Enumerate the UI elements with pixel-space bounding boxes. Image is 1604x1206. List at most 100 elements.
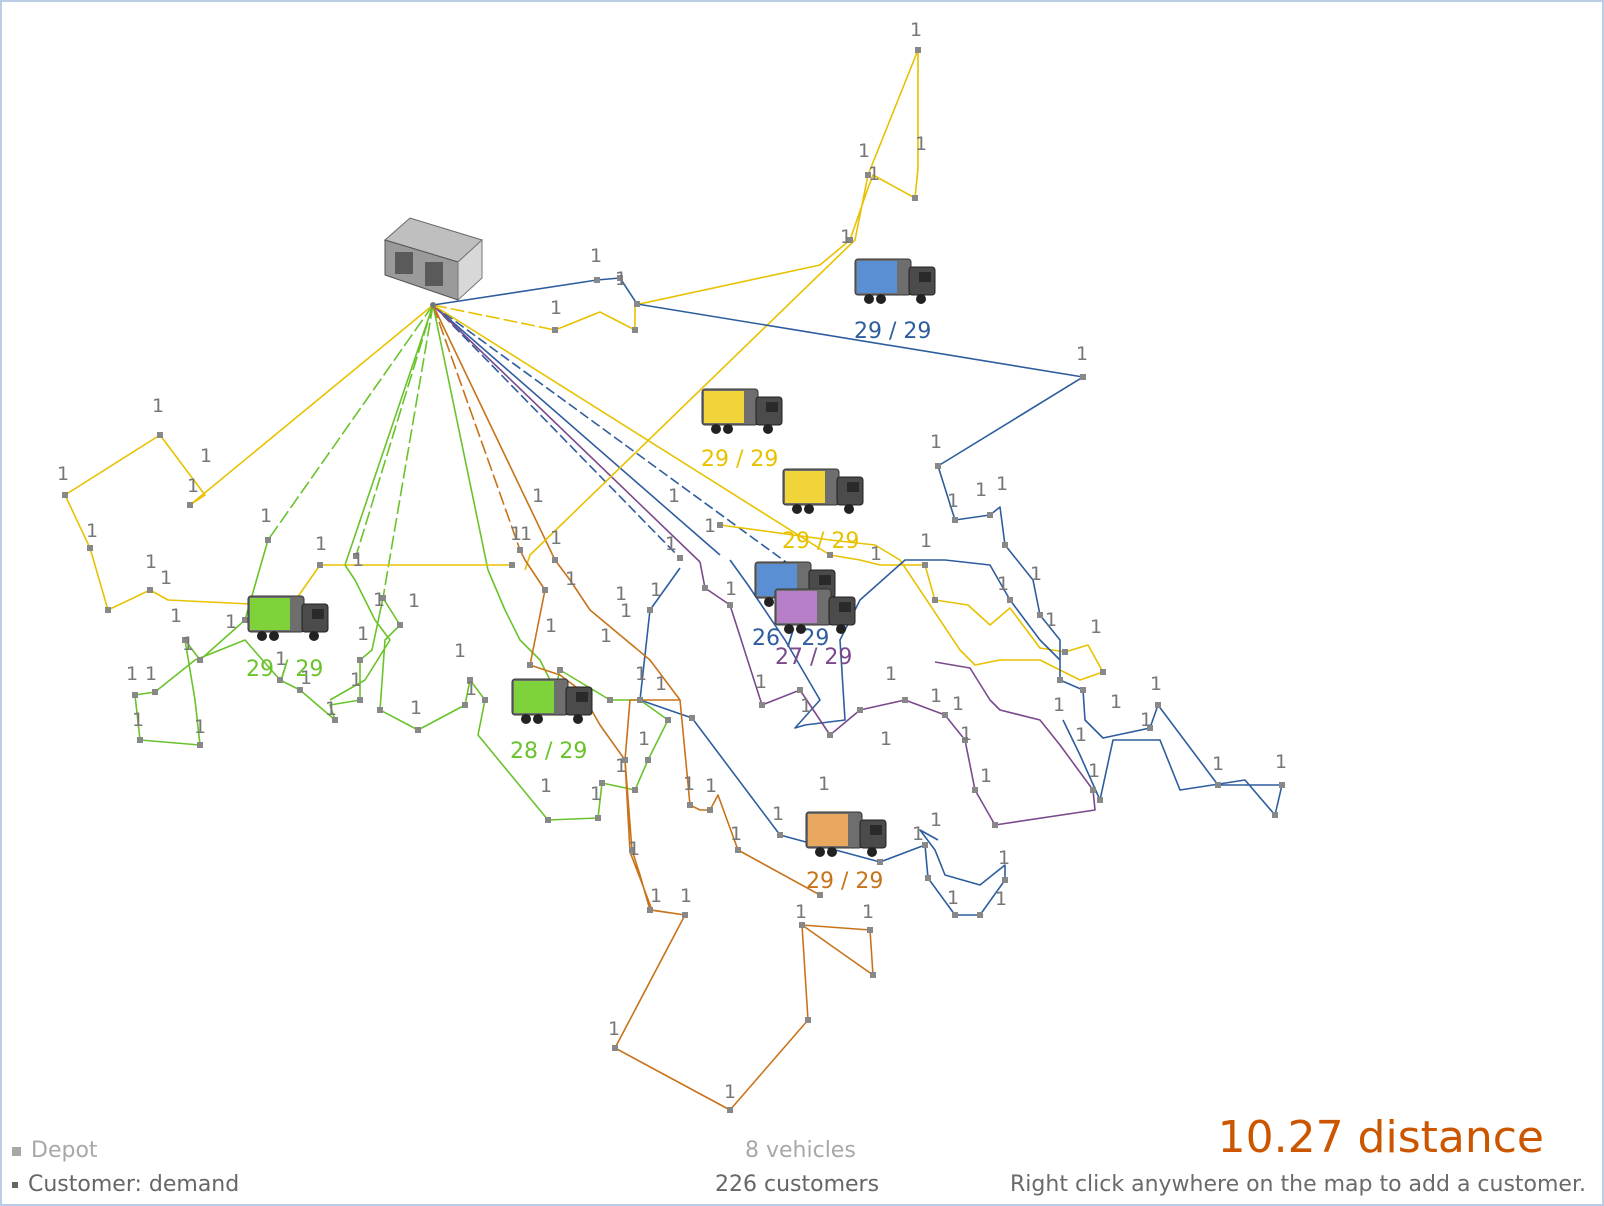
vehicle-orange-route[interactable]: 29 / 29 bbox=[805, 811, 887, 894]
svg-text:1: 1 bbox=[755, 671, 767, 693]
svg-text:1: 1 bbox=[408, 590, 420, 612]
vehicles-count: 8 vehicles bbox=[745, 1138, 856, 1163]
vehicle-green-route-1[interactable]: 29 / 29 bbox=[246, 595, 329, 682]
svg-text:1: 1 bbox=[565, 568, 577, 590]
green-route-west bbox=[134, 539, 669, 821]
svg-text:1: 1 bbox=[145, 663, 157, 685]
legend-depot-label: Depot bbox=[31, 1138, 98, 1163]
svg-text:1: 1 bbox=[608, 1018, 620, 1040]
svg-text:1: 1 bbox=[1075, 724, 1087, 746]
depot-building-icon[interactable] bbox=[383, 217, 483, 308]
vehicle-yellow-route-2[interactable]: 29 / 29 bbox=[782, 468, 864, 554]
svg-text:1: 1 bbox=[668, 485, 680, 507]
svg-text:1: 1 bbox=[1212, 753, 1224, 775]
svg-text:1: 1 bbox=[910, 19, 922, 41]
svg-text:1: 1 bbox=[858, 140, 870, 162]
truck-icon bbox=[511, 678, 593, 725]
svg-text:1: 1 bbox=[532, 485, 544, 507]
svg-text:1: 1 bbox=[86, 520, 98, 542]
svg-text:1: 1 bbox=[410, 697, 422, 719]
svg-text:1: 1 bbox=[194, 716, 206, 738]
legend-depot: Depot bbox=[12, 1138, 98, 1163]
svg-text:1: 1 bbox=[540, 775, 552, 797]
svg-text:1: 1 bbox=[300, 667, 312, 689]
green-route-mid bbox=[329, 564, 391, 701]
vehicle-yellow-route-1[interactable]: 29 / 29 bbox=[701, 388, 783, 472]
vehicle-load-label: 28 / 29 bbox=[510, 739, 587, 764]
svg-text:1: 1 bbox=[187, 475, 199, 497]
svg-text:1: 1 bbox=[683, 773, 695, 795]
svg-text:1: 1 bbox=[724, 1081, 736, 1103]
svg-text:1: 1 bbox=[1140, 709, 1152, 731]
svg-text:1: 1 bbox=[145, 551, 157, 573]
vehicle-load-label: 29 / 29 bbox=[701, 447, 778, 472]
svg-text:1: 1 bbox=[550, 297, 562, 319]
truck-icon bbox=[854, 258, 936, 305]
svg-text:1: 1 bbox=[635, 663, 647, 685]
total-distance: 10.27 distance bbox=[1217, 1112, 1544, 1163]
svg-text:1: 1 bbox=[57, 463, 69, 485]
truck-icon bbox=[247, 595, 329, 642]
svg-text:1: 1 bbox=[132, 709, 144, 731]
truck-icon bbox=[774, 588, 856, 635]
svg-text:1: 1 bbox=[650, 885, 662, 907]
customers-count: 226 customers bbox=[715, 1172, 880, 1197]
svg-text:1: 1 bbox=[998, 847, 1010, 869]
svg-text:1: 1 bbox=[510, 523, 522, 545]
svg-text:1: 1 bbox=[615, 755, 627, 777]
svg-text:1: 1 bbox=[352, 549, 364, 571]
svg-text:1: 1 bbox=[520, 523, 532, 545]
vehicle-load-label: 29 / 29 bbox=[806, 869, 883, 894]
svg-text:1: 1 bbox=[160, 567, 172, 589]
svg-text:1: 1 bbox=[357, 623, 369, 645]
svg-text:1: 1 bbox=[465, 678, 477, 700]
route-lines bbox=[64, 49, 1283, 1111]
svg-text:1: 1 bbox=[275, 648, 287, 670]
svg-text:1: 1 bbox=[730, 823, 742, 845]
svg-text:1: 1 bbox=[862, 901, 874, 923]
svg-text:1: 1 bbox=[952, 693, 964, 715]
svg-text:1: 1 bbox=[615, 268, 627, 290]
truck-icon bbox=[701, 388, 783, 435]
svg-text:1: 1 bbox=[315, 533, 327, 555]
svg-text:1: 1 bbox=[975, 479, 987, 501]
svg-text:1: 1 bbox=[325, 698, 337, 720]
vehicle-load-label: 29 / 29 bbox=[782, 529, 859, 554]
svg-text:1: 1 bbox=[590, 783, 602, 805]
customer-points bbox=[62, 47, 1285, 1113]
svg-text:1: 1 bbox=[350, 669, 362, 691]
depot-connector-lines bbox=[189, 279, 831, 599]
add-customer-hint: Right click anywhere on the map to add a… bbox=[1010, 1172, 1586, 1197]
svg-text:1: 1 bbox=[182, 633, 194, 655]
svg-text:1: 1 bbox=[915, 133, 927, 155]
svg-text:1: 1 bbox=[615, 583, 627, 605]
svg-text:1: 1 bbox=[260, 505, 272, 527]
yellow-route-west bbox=[64, 434, 512, 611]
svg-text:1: 1 bbox=[454, 640, 466, 662]
svg-text:1: 1 bbox=[960, 723, 972, 745]
svg-text:1: 1 bbox=[880, 728, 892, 750]
svg-text:1: 1 bbox=[997, 573, 1009, 595]
vehicle-green-route-2[interactable]: 28 / 29 bbox=[510, 678, 593, 764]
yellow-route-north bbox=[524, 49, 919, 571]
svg-text:1: 1 bbox=[545, 615, 557, 637]
svg-text:1: 1 bbox=[600, 625, 612, 647]
svg-text:1: 1 bbox=[725, 578, 737, 600]
svg-text:1: 1 bbox=[870, 543, 882, 565]
vehicle-blue-route-1[interactable]: 29 / 29 bbox=[854, 258, 936, 344]
svg-text:1: 1 bbox=[980, 765, 992, 787]
svg-text:1: 1 bbox=[225, 611, 237, 633]
vehicle-purple-route[interactable]: 27 / 29 bbox=[774, 588, 856, 670]
svg-text:1: 1 bbox=[795, 901, 807, 923]
svg-text:1: 1 bbox=[655, 673, 667, 695]
svg-text:1: 1 bbox=[373, 589, 385, 611]
svg-text:1: 1 bbox=[772, 803, 784, 825]
svg-text:1: 1 bbox=[638, 728, 650, 750]
svg-text:1: 1 bbox=[912, 823, 924, 845]
svg-text:1: 1 bbox=[818, 773, 830, 795]
svg-text:1: 1 bbox=[1088, 760, 1100, 782]
orange-route-branch bbox=[554, 559, 681, 701]
svg-text:1: 1 bbox=[126, 663, 138, 685]
svg-text:1: 1 bbox=[152, 395, 164, 417]
